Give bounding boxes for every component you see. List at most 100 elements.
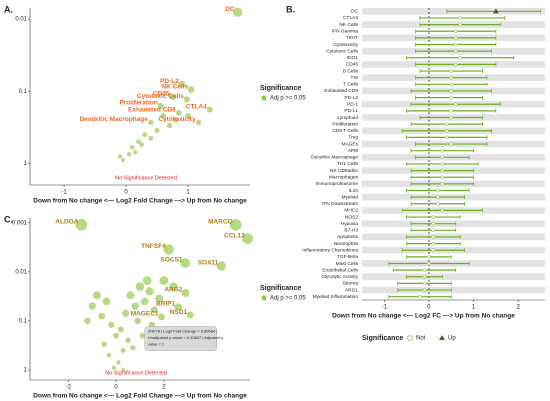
point — [150, 306, 158, 314]
point — [453, 49, 458, 53]
legend-title: Significance — [260, 285, 301, 292]
point — [92, 291, 101, 300]
legend-swatch — [261, 295, 267, 301]
point — [440, 168, 445, 173]
point — [163, 244, 174, 255]
point — [175, 110, 182, 116]
point — [229, 218, 242, 231]
point — [431, 235, 436, 239]
point — [445, 135, 449, 140]
x-tick-label: -2 — [66, 385, 72, 391]
x-axis-label: Down from No change <--- Log2 Fold Chang… — [33, 393, 247, 400]
annotation: No Significance Detected — [115, 175, 177, 181]
y-tick-label: 0.1 — [19, 89, 28, 95]
point-label: Proliferation — [119, 100, 157, 107]
row-stripe — [362, 273, 545, 281]
point — [440, 155, 445, 160]
point — [440, 208, 445, 213]
row-label: Lymphoid — [337, 115, 358, 121]
annotation: No Significance Detected — [105, 370, 167, 376]
x-tick-label: 2 — [162, 385, 166, 391]
x-tick-label: 1 — [472, 305, 476, 311]
row-label: Stroma — [343, 281, 359, 287]
point-label: SOCS1 — [160, 257, 182, 264]
row-label: Apoptosis — [337, 234, 359, 240]
row-label: Mast Cells — [336, 261, 359, 267]
point — [125, 337, 131, 344]
point — [126, 152, 132, 157]
point — [449, 69, 454, 73]
legend-title: Significance — [362, 335, 403, 342]
row-label: PD-L1 — [344, 108, 358, 114]
row-label: TH1 Cells — [337, 161, 359, 167]
point — [440, 162, 445, 166]
point — [242, 233, 254, 245]
row-label: Dendritic Macrophage — [311, 155, 358, 161]
point — [139, 332, 146, 339]
x-axis-label: Down from No change <--- Log2 FC ---> Up… — [332, 313, 515, 320]
point — [445, 122, 449, 126]
row-stripe — [362, 286, 545, 294]
point-up — [492, 8, 499, 14]
point — [169, 282, 178, 291]
tooltip-text: value = 1 — [148, 342, 165, 347]
row-label: TIS — [351, 75, 358, 81]
y-tick-label: 1 — [24, 368, 28, 374]
point — [453, 36, 458, 40]
point-label: CCL13 — [224, 232, 245, 239]
x-tick-label: 0 — [427, 305, 431, 311]
point — [458, 16, 462, 20]
point — [120, 157, 126, 163]
point-label: ALDOA — [55, 219, 78, 226]
row-label: IFN Downstream — [322, 201, 358, 207]
row-label: Immunoproteasome — [315, 181, 358, 187]
point — [102, 297, 111, 306]
point — [440, 148, 445, 153]
point — [157, 102, 164, 109]
row-label: IFN Gamma — [332, 28, 358, 34]
point — [98, 312, 106, 320]
point — [136, 139, 141, 145]
point — [148, 135, 154, 141]
point — [178, 80, 186, 88]
point — [422, 281, 427, 286]
point — [422, 274, 427, 279]
point — [155, 294, 164, 303]
point — [108, 321, 115, 328]
row-label: Cytotoxic Cells — [326, 48, 358, 54]
legend-swatch — [439, 335, 445, 340]
row-label: IDO1 — [347, 55, 359, 61]
point-label: SOX11 — [198, 260, 219, 267]
point — [174, 303, 182, 311]
point-label: PD-L2 — [160, 78, 179, 85]
point — [449, 109, 454, 113]
tooltip-text: Unadjusted p-value = 0.10847 | Adjusted … — [148, 335, 225, 340]
point — [427, 255, 431, 259]
point — [458, 22, 462, 27]
point — [111, 365, 116, 370]
row-label: B7-H3 — [344, 228, 358, 234]
point — [180, 258, 191, 268]
point — [449, 95, 454, 100]
point — [440, 175, 445, 180]
point — [142, 276, 152, 285]
point — [449, 89, 454, 93]
row-label: ARG1 — [345, 287, 358, 293]
point — [453, 29, 458, 34]
point — [145, 287, 154, 296]
point — [453, 42, 458, 47]
point-label: CTLA4 — [186, 103, 207, 110]
x-tick-label: -1 — [382, 305, 388, 311]
row-label: Neutrophils — [334, 241, 359, 247]
legend-swatch — [261, 95, 267, 101]
point — [129, 145, 135, 150]
row-label: T Cells — [343, 82, 358, 88]
point — [431, 228, 436, 233]
point — [148, 119, 154, 126]
point — [134, 317, 141, 325]
point-label: BRIP1 — [156, 301, 176, 308]
row-label: CTLA4 — [343, 15, 358, 21]
point — [160, 113, 167, 119]
panel-label: B. — [286, 4, 295, 14]
point — [169, 93, 176, 101]
